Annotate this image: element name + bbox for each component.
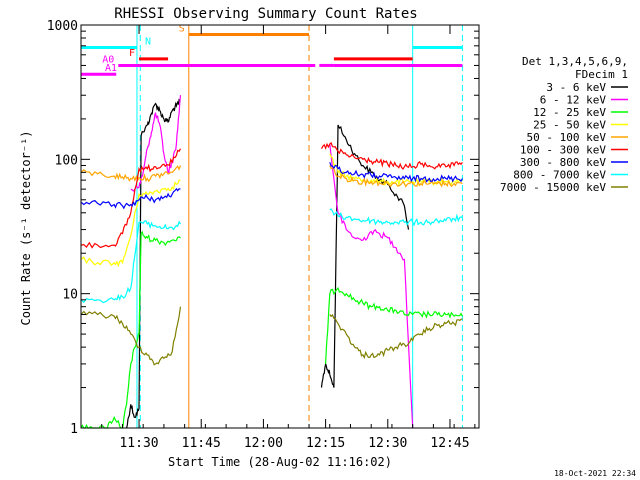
legend-label: 50 - 100 keV (527, 131, 607, 144)
x-axis-label: Start Time (28-Aug-02 11:16:02) (168, 455, 392, 469)
legend-header-line1: Det 1,3,4,5,6,9, (522, 55, 628, 68)
footer-timestamp: 18-Oct-2021 22:34 (554, 469, 636, 478)
legend-label: 12 - 25 keV (533, 106, 606, 119)
legend-label: 7000 - 15000 keV (500, 181, 606, 194)
legend-label: 3 - 6 keV (546, 81, 606, 94)
series-line (329, 208, 463, 227)
series-line (329, 153, 463, 187)
series-line (329, 313, 463, 360)
series-line (80, 306, 182, 366)
series-line (329, 162, 463, 183)
series-line (130, 95, 182, 192)
x-tick-label: 12:45 (430, 436, 469, 451)
series-line (80, 220, 181, 304)
x-tick-label: 12:15 (306, 436, 345, 451)
y-tick-label: 100 (55, 153, 78, 168)
legend-label: 25 - 50 keV (533, 119, 606, 132)
series-line (80, 230, 181, 429)
series-line (320, 124, 410, 388)
y-tick-label: 10 (62, 288, 78, 303)
series-line (80, 187, 181, 210)
chart-title: RHESSI Observing Summary Count Rates (114, 6, 417, 22)
y-tick-label: 1 (70, 422, 78, 437)
axes: 1 10 100 1000 11:30 11:45 12:00 12:15 12:30 12:45 (47, 19, 480, 451)
legend-label: 6 - 12 keV (540, 94, 607, 107)
legend-label: 100 - 300 keV (520, 144, 606, 157)
x-tick-label: 12:30 (368, 436, 407, 451)
series-line (80, 179, 181, 268)
annotation-label-f: F (129, 48, 135, 59)
series-line (80, 165, 182, 183)
y-tick-label: 1000 (47, 19, 78, 34)
annotation-label-a1: A1 (105, 63, 117, 74)
plot-frame (80, 24, 480, 429)
series-line (80, 148, 182, 249)
annotation-label-s: S (179, 23, 185, 34)
series-line (126, 98, 181, 429)
annotation-label-n: N (145, 36, 151, 47)
x-tick-label: 11:45 (182, 436, 221, 451)
legend-label: 800 - 7000 keV (513, 169, 606, 182)
x-tick-label: 11:30 (119, 436, 158, 451)
annotation-label-a0: A0 (102, 54, 114, 65)
series-line (329, 143, 414, 429)
legend-header-line2: FDecim 1 (575, 68, 628, 81)
series-layer (80, 95, 463, 429)
series-line (320, 141, 463, 170)
x-tick-label: 12:00 (244, 436, 283, 451)
series-line (329, 165, 463, 188)
legend-label: 300 - 800 keV (520, 156, 606, 169)
series-line (325, 286, 463, 364)
y-axis-label: Count Rate (s⁻¹ detector⁻¹) (19, 130, 33, 325)
